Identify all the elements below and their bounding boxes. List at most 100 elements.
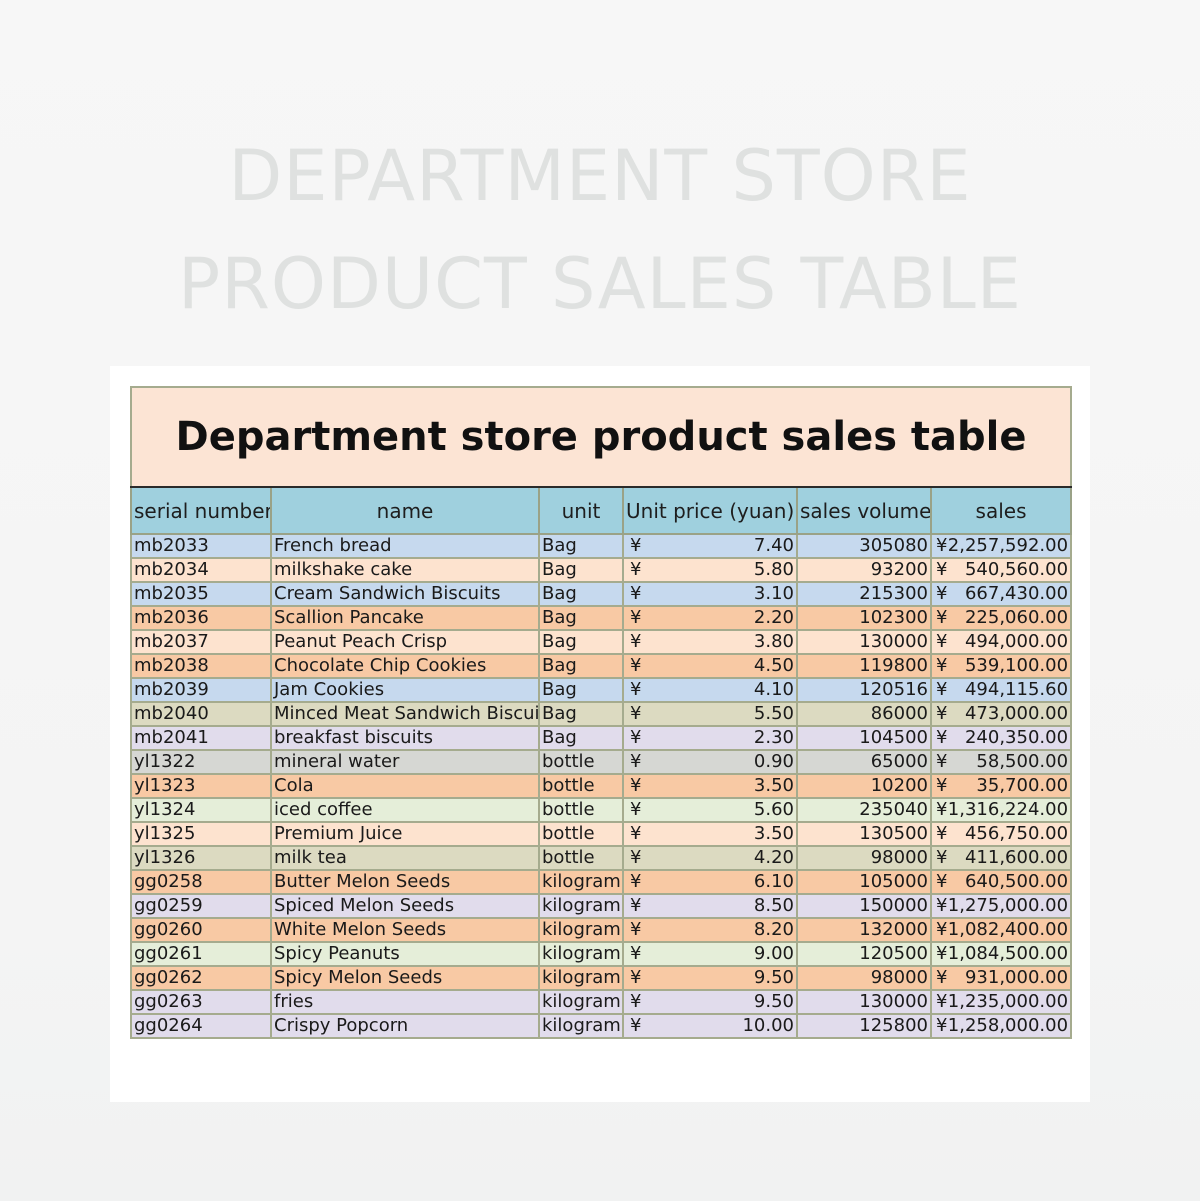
table-row: mb2041 breakfast biscuits Bag ¥2.30 104500 ¥2…: [130, 725, 1073, 751]
cell-name: fries: [270, 989, 540, 1015]
cell-unit: Bag: [538, 557, 624, 583]
column-header-sales: sales: [929, 486, 1073, 535]
cell-sales-volume: 132000: [796, 917, 932, 943]
cell-unit: Bag: [538, 581, 624, 607]
cell-unit-price: ¥7.40: [622, 533, 798, 559]
cell-sales-volume: 98000: [796, 965, 932, 991]
cell-name: Scallion Pancake: [270, 605, 540, 631]
cell-unit-price: ¥3.50: [622, 821, 798, 847]
cell-sales-volume: 120516: [796, 677, 932, 703]
cell-unit-price: ¥9.50: [622, 965, 798, 991]
cell-unit-price: ¥3.80: [622, 629, 798, 655]
sales-value: 225,060.00: [964, 607, 1069, 628]
cell-serial: gg0258: [130, 869, 272, 895]
sales-value: 240,350.00: [964, 727, 1069, 748]
cell-unit-price: ¥5.60: [622, 797, 798, 823]
unit-price-value: 9.50: [753, 967, 794, 988]
cell-sales: ¥35,700.00: [929, 773, 1073, 799]
currency-symbol: ¥: [630, 703, 642, 724]
cell-name: White Melon Seeds: [270, 917, 540, 943]
currency-symbol: ¥: [630, 583, 642, 604]
cell-name: Chocolate Chip Cookies: [270, 653, 540, 679]
cell-name: Spiced Melon Seeds: [270, 893, 540, 919]
cell-unit: bottle: [538, 749, 624, 775]
column-header-name: name: [270, 486, 540, 535]
cell-name: Minced Meat Sandwich Biscuit: [270, 701, 540, 727]
currency-symbol: ¥: [936, 823, 948, 844]
sales-value: 540,560.00: [964, 559, 1069, 580]
table-row: yl1326 milk tea bottle ¥4.20 98000 ¥411,600.0…: [130, 845, 1073, 871]
sales-value: 58,500.00: [976, 751, 1069, 772]
cell-name: Cream Sandwich Biscuits: [270, 581, 540, 607]
hero-title-line-2: PRODUCT SALES TABLE: [178, 243, 1022, 325]
cell-unit-price: ¥6.10: [622, 869, 798, 895]
unit-price-value: 6.10: [753, 871, 794, 892]
table-row: gg0264 Crispy Popcorn kilogram ¥10.00 125800…: [130, 1013, 1073, 1039]
currency-symbol: ¥: [936, 607, 948, 628]
cell-sales-volume: 10200: [796, 773, 932, 799]
unit-price-value: 7.40: [753, 535, 794, 556]
cell-sales-volume: 102300: [796, 605, 932, 631]
currency-symbol: ¥: [936, 871, 948, 892]
cell-sales-volume: 65000: [796, 749, 932, 775]
table-row: mb2037 Peanut Peach Crisp Bag ¥3.80 130000 ¥4…: [130, 629, 1073, 655]
cell-name: Spicy Melon Seeds: [270, 965, 540, 991]
cell-unit-price: ¥9.00: [622, 941, 798, 967]
table-row: yl1323 Cola bottle ¥3.50 10200 ¥35,700.00: [130, 773, 1073, 799]
cell-unit-price: ¥2.30: [622, 725, 798, 751]
currency-symbol: ¥: [630, 679, 642, 700]
cell-name: Jam Cookies: [270, 677, 540, 703]
cell-unit: Bag: [538, 629, 624, 655]
unit-price-value: 2.30: [753, 727, 794, 748]
cell-sales: ¥539,100.00: [929, 653, 1073, 679]
cell-sales-volume: 130000: [796, 629, 932, 655]
cell-sales-volume: 150000: [796, 893, 932, 919]
currency-symbol: ¥: [630, 655, 642, 676]
unit-price-value: 5.50: [753, 703, 794, 724]
table-row: gg0260 White Melon Seeds kilogram ¥8.20 1320…: [130, 917, 1073, 943]
column-header-unit: unit: [538, 486, 624, 535]
unit-price-value: 9.00: [753, 943, 794, 964]
cell-unit-price: ¥0.90: [622, 749, 798, 775]
cell-name: Cola: [270, 773, 540, 799]
currency-symbol: ¥: [630, 823, 642, 844]
cell-sales-volume: 104500: [796, 725, 932, 751]
cell-unit: kilogram: [538, 1013, 624, 1039]
unit-price-value: 10.00: [742, 1015, 794, 1036]
cell-name: milkshake cake: [270, 557, 540, 583]
cell-name: mineral water: [270, 749, 540, 775]
currency-symbol: ¥: [936, 631, 948, 652]
currency-symbol: ¥: [936, 751, 948, 772]
unit-price-value: 2.20: [753, 607, 794, 628]
cell-sales: ¥640,500.00: [929, 869, 1073, 895]
table-row: gg0261 Spicy Peanuts kilogram ¥9.00 120500 ¥1…: [130, 941, 1073, 967]
cell-sales: ¥240,350.00: [929, 725, 1073, 751]
cell-sales: ¥225,060.00: [929, 605, 1073, 631]
hero-title: DEPARTMENT STORE PRODUCT SALES TABLE: [0, 122, 1200, 338]
cell-sales-volume: 98000: [796, 845, 932, 871]
currency-symbol: ¥: [936, 679, 948, 700]
cell-sales: ¥1,275,000.00: [929, 893, 1073, 919]
currency-symbol: ¥: [630, 559, 642, 580]
cell-unit-price: ¥9.50: [622, 989, 798, 1015]
cell-sales: ¥411,600.00: [929, 845, 1073, 871]
cell-unit: kilogram: [538, 989, 624, 1015]
unit-price-value: 8.50: [753, 895, 794, 916]
cell-serial: yl1323: [130, 773, 272, 799]
cell-sales-volume: 130000: [796, 989, 932, 1015]
cell-name: Premium Juice: [270, 821, 540, 847]
currency-symbol: ¥: [630, 847, 642, 868]
sales-value: 494,000.00: [964, 631, 1069, 652]
table-row: yl1324 iced coffee bottle ¥5.60 235040 ¥1,316…: [130, 797, 1073, 823]
cell-name: breakfast biscuits: [270, 725, 540, 751]
sales-value: 35,700.00: [976, 775, 1069, 796]
cell-name: Butter Melon Seeds: [270, 869, 540, 895]
column-header-sales-volume: sales volume: [796, 486, 932, 535]
table-row: mb2040 Minced Meat Sandwich Biscuit Bag ¥5.…: [130, 701, 1073, 727]
sales-value: 494,115.60: [964, 679, 1069, 700]
unit-price-value: 0.90: [753, 751, 794, 772]
cell-sales-volume: 125800: [796, 1013, 932, 1039]
cell-sales-volume: 305080: [796, 533, 932, 559]
currency-symbol: ¥: [630, 943, 642, 964]
sales-table: Department store product sales table ser…: [129, 386, 1073, 1039]
